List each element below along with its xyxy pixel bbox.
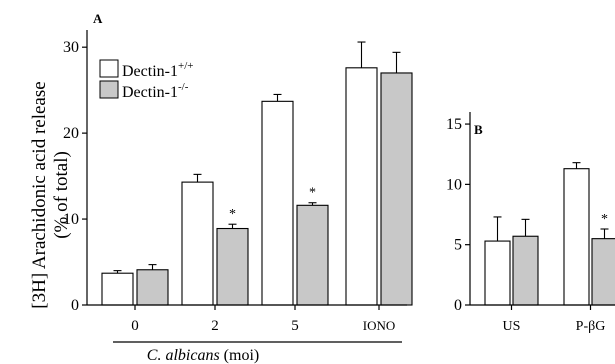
panel-b-y-tick-label: 10 (446, 176, 462, 193)
panel-b-y-tick-label: 5 (454, 237, 462, 254)
panel-b-bar-knockout-0 (512, 235, 539, 306)
panel-b-bar-wild-type-1 (563, 168, 590, 306)
panel-a-x-axis: 0 2 5 IONO (87, 304, 407, 334)
panel-b-x-tick-label: US (503, 319, 521, 334)
panel-b: B 0 5 10 15 * US P-βG (446, 112, 615, 334)
legend-label-knockout-base: Dectin-1 (122, 84, 178, 101)
panel-a-x-axis-title-organism: C. albicans (147, 347, 220, 364)
legend-label-knockout: Dectin-1-/- (122, 81, 189, 101)
legend-label-wild-type-base: Dectin-1 (122, 63, 178, 80)
panel-a-y-axis-title: [3H] Arachidonic acid release (29, 81, 50, 308)
panel-a-x-tick-label: 2 (211, 318, 219, 334)
legend-label-wild-type-sup: +/+ (178, 60, 193, 72)
panel-b-label: B (474, 122, 483, 137)
panel-a-bar-knockout-2-significance: * (309, 186, 316, 201)
panel-b-bar-wild-type-0 (484, 240, 511, 306)
panel-a-bars: ** (101, 41, 413, 306)
panel-b-y-tick-label: 0 (454, 297, 462, 314)
panel-a-y-tick-label: 0 (71, 297, 79, 314)
panel-a-bar-wild-type-3 (345, 67, 378, 306)
panel-a-bar-knockout-1 (216, 227, 249, 306)
panel-a-x-tick-label: IONO (363, 318, 396, 333)
legend-swatch-wild-type (99, 59, 119, 78)
panel-a-y-axis-subtitle: (% of total) (51, 151, 72, 239)
panel-a-bar-knockout-3 (380, 72, 413, 306)
panel-a-bar-wild-type-2 (261, 100, 294, 306)
panel-a-bar-wild-type-0 (101, 272, 134, 306)
panel-a-x-axis-title-unit: (moi) (220, 347, 260, 364)
legend-label-knockout-sup: -/- (178, 81, 189, 93)
panel-a-bar-knockout-1-significance: * (229, 207, 236, 222)
panel-a-y-tick-label: 20 (63, 125, 79, 142)
panel-b-bars: * (484, 162, 615, 306)
panel-a-x-tick-label: 5 (291, 318, 299, 334)
panel-b-bar-knockout-1 (591, 238, 615, 306)
legend-label-wild-type: Dectin-1+/+ (122, 60, 193, 80)
panel-a-x-tick-label: 0 (131, 318, 139, 334)
panel-b-y-tick-label: 15 (446, 116, 462, 133)
panel-a-bar-knockout-2 (296, 204, 329, 306)
legend: Dectin-1+/+ Dectin-1-/- (99, 59, 193, 101)
panel-b-x-tick-label: P-βG (576, 319, 606, 334)
panel-a-bar-knockout-0 (136, 269, 169, 306)
panel-a-y-axis: 0 10 20 30 (63, 30, 88, 314)
panel-a-bar-wild-type-1 (181, 181, 214, 306)
panel-a-x-axis-title: C. albicans (moi) (147, 347, 259, 364)
panel-b-x-axis: US P-βG (470, 304, 615, 334)
panel-a-y-tick-label: 30 (63, 39, 79, 56)
panel-a-y-tick-label: 10 (63, 211, 79, 228)
legend-swatch-knockout (99, 80, 119, 99)
panel-a-label: A (93, 11, 103, 26)
panel-b-bar-knockout-1-significance: * (601, 212, 608, 227)
panel-b-y-axis: 0 5 10 15 (446, 112, 471, 314)
